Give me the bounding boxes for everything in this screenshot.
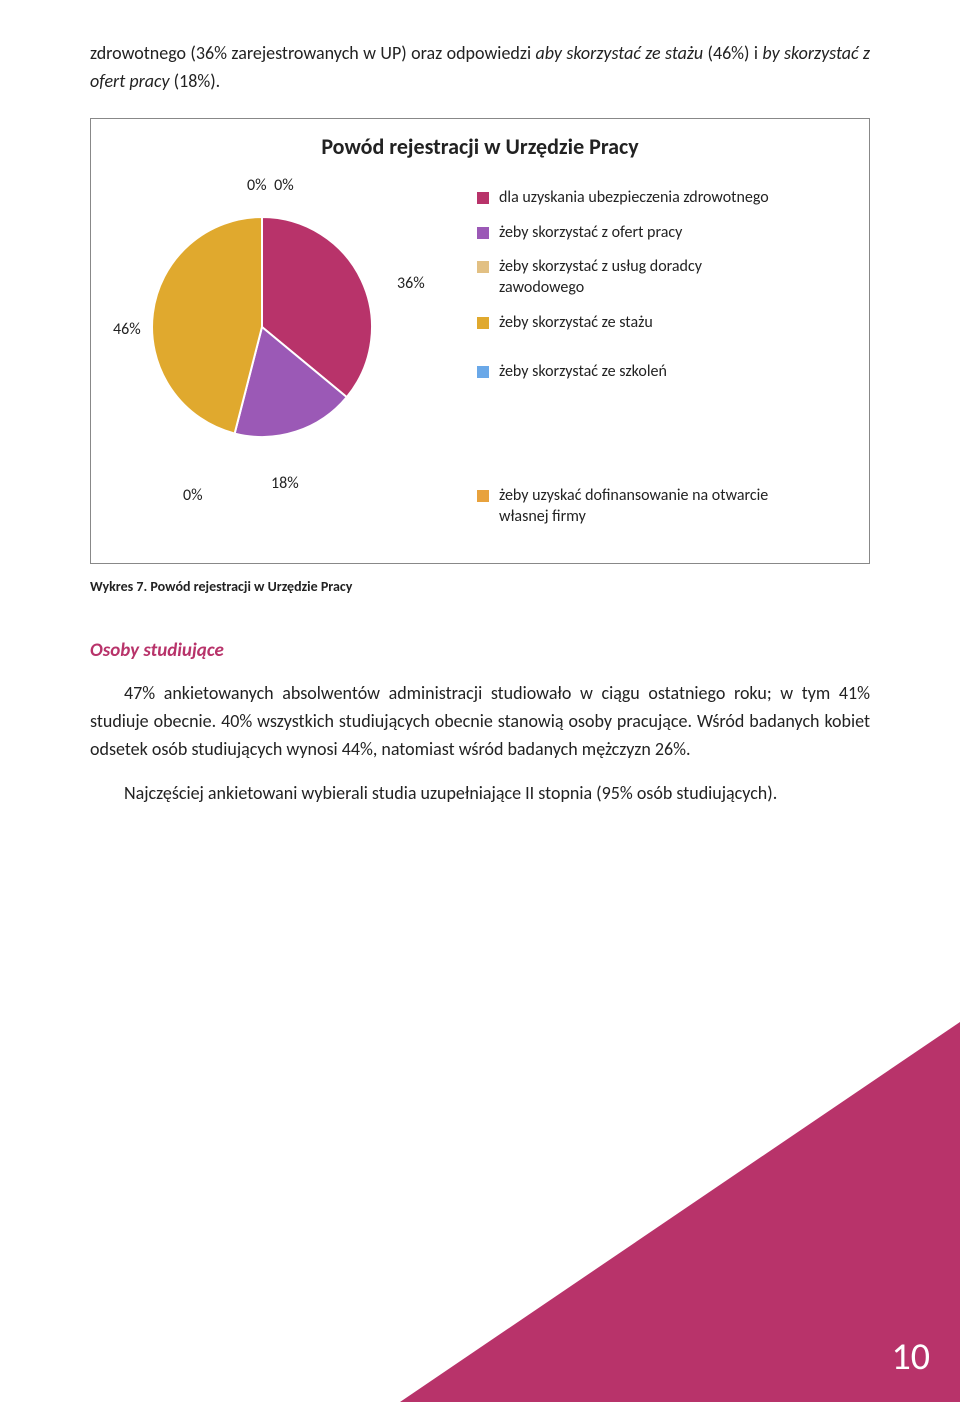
pie-label-36: 36% [397,274,425,293]
legend-item: żeby uzyskać dofinansowanie na otwarcie … [477,486,853,528]
pie-svg [117,182,417,442]
page-corner-triangle [400,1022,960,1402]
legend-swatch [477,192,489,204]
page-number: 10 [891,1334,930,1380]
legend-text: żeby skorzystać ze stażu [499,313,653,334]
legend-text: żeby skorzystać ze szkoleń [499,362,667,383]
pie-label-46: 46% [113,320,141,339]
body-paragraph-2: Najczęściej ankietowani wybierali studia… [90,780,870,808]
body-paragraph-1: 47% ankietowanych absolwentów administra… [90,680,870,764]
legend-text: żeby uzyskać dofinansowanie na otwarcie … [499,486,779,528]
pie-chart: 0% 0% 46% 36% [117,182,437,462]
chart-caption: Wykres 7. Powód rejestracji w Urzędzie P… [90,578,870,595]
intro-paragraph: zdrowotnego (36% zarejestrowanych w UP) … [90,40,870,96]
legend-swatch [477,227,489,239]
chart-container: Powód rejestracji w Urzędzie Pracy 0% 0%… [90,118,870,565]
intro-p1: (36% zarejestrowanych w UP) oraz odpowie… [186,42,535,64]
legend-item: dla uzyskania ubezpieczenia zdrowotnego [477,188,853,209]
intro-pre: zdrowotnego [90,42,186,64]
pie-bottom-labels: 0% 18% [117,480,437,526]
intro-p2: (46%) i [703,42,762,64]
intro-p3: (18%). [170,70,221,92]
legend-lower: żeby uzyskać dofinansowanie na otwarcie … [477,480,853,542]
legend-text: żeby skorzystać z ofert pracy [499,223,682,244]
intro-it1: aby skorzystać ze stażu [535,42,703,64]
legend-swatch [477,261,489,273]
legend-item: żeby skorzystać ze szkoleń [477,362,853,383]
legend-upper: dla uzyskania ubezpieczenia zdrowotnego … [477,182,853,397]
legend-text: dla uzyskania ubezpieczenia zdrowotnego [499,188,769,209]
pie-label-18: 18% [271,474,299,493]
pie-zero-b: 0% [274,176,294,195]
legend-swatch [477,490,489,502]
pie-zero-labels: 0% 0% [247,176,298,195]
legend-item: żeby skorzystać ze stażu [477,313,853,334]
chart-title: Powód rejestracji w Urzędzie Pracy [107,133,853,160]
legend-swatch [477,366,489,378]
pie-zero-a: 0% [247,176,267,195]
section-header: Osoby studiujące [90,639,870,662]
pie-label-0-bottom: 0% [183,486,203,505]
legend-text: żeby skorzystać z usług doradcy zawodowe… [499,257,779,299]
legend-item: żeby skorzystać z ofert pracy [477,223,853,244]
legend-item: żeby skorzystać z usług doradcy zawodowe… [477,257,853,299]
legend-swatch [477,317,489,329]
